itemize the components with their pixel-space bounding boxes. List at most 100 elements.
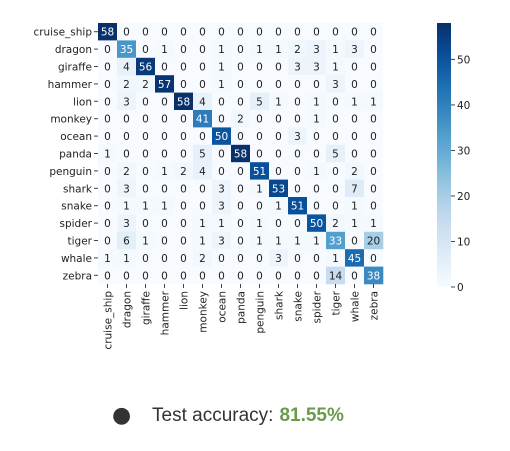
cell-value-label: 0	[161, 27, 168, 39]
cell-value-label: 0	[370, 79, 377, 91]
cell-value-label: 0	[351, 114, 358, 126]
cell-value-label: 0	[332, 27, 339, 39]
cell-value-label: 0	[237, 62, 244, 74]
x-tick-label: snake	[293, 291, 305, 322]
cell-value-label: 1	[142, 201, 149, 213]
cell-value-label: 0	[104, 79, 111, 91]
cell-value-label: 0	[104, 218, 111, 230]
bullet-icon: ●	[112, 405, 152, 427]
y-tick-label: cruise_ship	[33, 27, 92, 39]
cell-value-label: 56	[139, 62, 153, 74]
cell-value-label: 1	[123, 201, 130, 213]
cell-value-label: 1	[351, 96, 358, 108]
confusion-matrix-chart: 58 0 0 0 0 0 0 0 0 0 0 0 0 0 0 0 35 0 1 0 0 1 0 1 1 2 3 1 3 0 0 4 56 0 0 0 1…	[0, 0, 510, 370]
cell-value-label: 0	[370, 253, 377, 265]
cell-value-label: 0	[370, 62, 377, 74]
cell-value-label: 0	[294, 253, 301, 265]
x-tick-label: cruise_ship	[103, 291, 115, 350]
cell-value-label: 5	[256, 96, 263, 108]
cell-value-label: 1	[313, 236, 320, 248]
colorbar	[437, 23, 451, 287]
cell-value-label: 0	[370, 149, 377, 161]
cell-value-label: 0	[313, 201, 320, 213]
cell-value-label: 1	[332, 62, 339, 74]
cell-value-label: 0	[161, 270, 168, 282]
cell-value-label: 7	[351, 183, 358, 195]
cell-value-label: 0	[313, 149, 320, 161]
cell-value-label: 0	[161, 149, 168, 161]
cell-value-label: 0	[104, 270, 111, 282]
cell-value-label: 1	[313, 166, 320, 178]
cell-value-label: 0	[218, 166, 225, 178]
cell-value-label: 50	[215, 131, 228, 143]
cell-value-label: 14	[329, 270, 343, 282]
cell-value-label: 0	[104, 131, 111, 143]
cell-value-label: 2	[294, 44, 301, 56]
cell-value-label: 0	[294, 27, 301, 39]
x-tick-label: spider	[312, 290, 324, 323]
cell-value-label: 0	[237, 79, 244, 91]
cell-value-label: 0	[199, 183, 206, 195]
cell-value-label: 0	[180, 236, 187, 248]
cell-value-label: 50	[310, 218, 323, 230]
x-tick-label: zebra	[369, 291, 381, 320]
cell-value-label: 1	[256, 218, 263, 230]
cell-value-label: 2	[199, 253, 206, 265]
cell-value-label: 0	[161, 183, 168, 195]
cell-value-label: 0	[180, 149, 187, 161]
cell-value-label: 0	[275, 62, 282, 74]
cell-value-label: 0	[218, 27, 225, 39]
cell-value-label: 0	[256, 27, 263, 39]
cell-value-label: 1	[104, 253, 111, 265]
cell-value-label: 0	[294, 218, 301, 230]
cell-value-label: 0	[313, 270, 320, 282]
y-tick-label: panda	[59, 149, 92, 161]
cell-value-label: 1	[351, 218, 358, 230]
cell-value-label: 0	[237, 166, 244, 178]
cell-value-label: 0	[104, 96, 111, 108]
cell-value-label: 0	[237, 218, 244, 230]
colorbar-tick-label: 20	[457, 191, 470, 203]
cell-value-label: 41	[196, 114, 209, 126]
cell-value-label: 3	[294, 131, 301, 143]
x-tick-label: penguin	[255, 291, 267, 334]
cell-value-label: 0	[351, 131, 358, 143]
cell-value-label: 3	[313, 62, 320, 74]
cell-value-label: 0	[123, 27, 130, 39]
cell-value-label: 0	[256, 62, 263, 74]
cell-value-label: 0	[332, 114, 339, 126]
cell-value-label: 0	[275, 131, 282, 143]
cell-value-label: 0	[275, 114, 282, 126]
cell-value-label: 0	[237, 270, 244, 282]
y-tick-label: snake	[61, 201, 92, 213]
cell-value-label: 0	[104, 166, 111, 178]
cell-value-label: 0	[370, 166, 377, 178]
colorbar-tick-label: 50	[457, 54, 470, 66]
cell-value-label: 0	[332, 183, 339, 195]
cell-value-label: 1	[332, 253, 339, 265]
accuracy-label: Test accuracy:	[152, 405, 273, 427]
cell-value-label: 0	[180, 27, 187, 39]
cell-value-label: 1	[275, 236, 282, 248]
cell-value-label: 0	[142, 44, 149, 56]
cell-value-label: 2	[123, 79, 130, 91]
cell-value-label: 1	[218, 62, 225, 74]
cell-value-label: 0	[294, 114, 301, 126]
cell-value-label: 0	[180, 114, 187, 126]
x-tick-label: lion	[179, 291, 191, 310]
x-tick-label: tiger	[331, 290, 343, 315]
cell-value-label: 1	[256, 183, 263, 195]
cell-value-label: 1	[275, 96, 282, 108]
y-tick-label: penguin	[49, 166, 92, 178]
cell-value-label: 0	[237, 96, 244, 108]
cell-value-label: 2	[332, 218, 339, 230]
cell-value-label: 0	[256, 79, 263, 91]
cell-value-label: 0	[294, 149, 301, 161]
cell-value-label: 0	[161, 253, 168, 265]
cell-value-label: 58	[234, 149, 247, 161]
cell-value-label: 0	[199, 201, 206, 213]
cell-value-label: 0	[237, 27, 244, 39]
confusion-matrix-svg: 58 0 0 0 0 0 0 0 0 0 0 0 0 0 00 35 0 1 0 0 1 0 1 1 2 3 1 3 00 4 56 0 0 0 1…	[0, 0, 510, 370]
cell-value-label: 45	[348, 253, 361, 265]
x-tick-label: hammer	[160, 290, 172, 335]
